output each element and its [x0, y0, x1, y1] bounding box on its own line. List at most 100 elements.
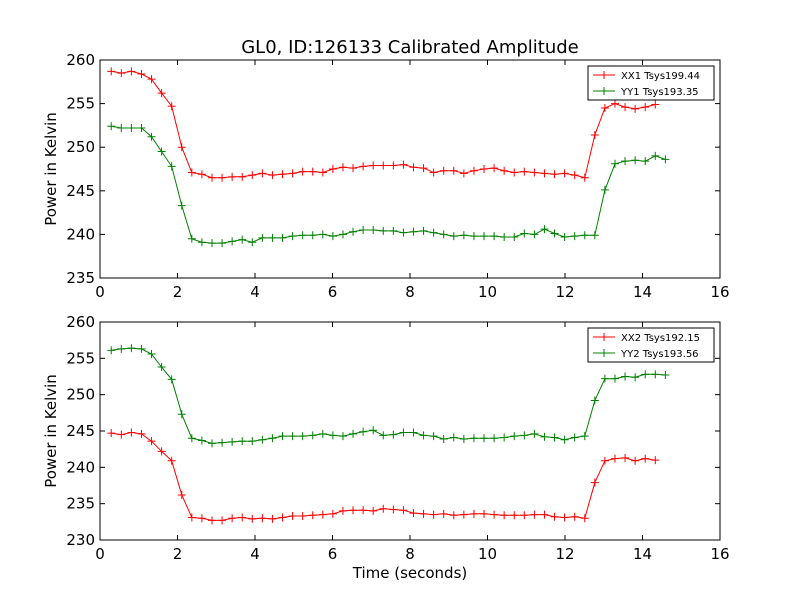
data-point [187, 168, 196, 177]
data-point [308, 511, 317, 520]
data-point [298, 512, 307, 521]
data-point [590, 130, 599, 139]
data-point [510, 432, 519, 441]
data-point [409, 509, 418, 518]
data-point [449, 511, 458, 520]
data-point [258, 169, 267, 178]
data-point [560, 169, 569, 178]
data-point [318, 230, 327, 239]
data-point [651, 100, 660, 109]
data-point [207, 239, 216, 248]
data-point [318, 168, 327, 177]
y-tick-label: 255 [66, 349, 95, 367]
data-point [369, 426, 378, 435]
x-tick-label: 12 [555, 283, 574, 301]
data-point [248, 171, 257, 180]
data-point [399, 160, 408, 169]
y-axis-label: Power in Kelvin [42, 374, 60, 488]
data-point [167, 456, 176, 465]
data-point [480, 509, 489, 518]
data-point [520, 229, 529, 238]
data-point [278, 432, 287, 441]
data-point [469, 509, 478, 518]
data-point [399, 228, 408, 237]
data-point [117, 430, 126, 439]
data-point [570, 232, 579, 241]
legend-entry: YY1 Tsys193.35 [620, 87, 699, 98]
data-point [228, 514, 237, 523]
data-point [651, 456, 660, 465]
data-point [621, 103, 630, 112]
data-point [167, 375, 176, 384]
data-point [248, 514, 257, 523]
data-point [621, 453, 630, 462]
data-point [459, 510, 468, 519]
data-point [429, 510, 438, 519]
data-point [127, 124, 136, 133]
y-tick-label: 240 [66, 225, 95, 243]
data-point [157, 447, 166, 456]
data-point [490, 510, 499, 519]
data-point [147, 132, 156, 141]
data-point [328, 509, 337, 518]
data-point [318, 429, 327, 438]
data-point [228, 437, 237, 446]
data-point [540, 432, 549, 441]
data-point [621, 372, 630, 381]
data-point [540, 225, 549, 234]
data-point [610, 99, 619, 108]
y-tick-label: 250 [66, 386, 95, 404]
data-point [490, 232, 499, 241]
data-point [359, 506, 368, 515]
data-point [530, 230, 539, 239]
data-point [167, 162, 176, 171]
data-point [580, 514, 589, 523]
data-point [349, 429, 358, 438]
data-point [560, 513, 569, 522]
data-point [600, 185, 609, 194]
data-point [490, 434, 499, 443]
data-point [359, 427, 368, 436]
x-tick-label: 8 [405, 545, 415, 563]
legend-marker [600, 333, 608, 341]
y-tick-label: 250 [66, 138, 95, 156]
data-point [147, 75, 156, 84]
legend-marker [600, 349, 608, 357]
legend-marker [600, 71, 608, 79]
series-1 [107, 428, 660, 525]
data-point [288, 169, 297, 178]
data-point [338, 230, 347, 239]
data-point [238, 437, 247, 446]
data-point [590, 396, 599, 405]
legend-entry: YY2 Tsys193.56 [620, 349, 699, 360]
data-point [369, 226, 378, 235]
data-point [530, 429, 539, 438]
data-point [369, 506, 378, 515]
data-point [328, 431, 337, 440]
series-line [111, 125, 666, 244]
data-point [560, 435, 569, 444]
data-point [127, 67, 136, 76]
data-point [419, 431, 428, 440]
data-point [480, 434, 489, 443]
data-point [389, 161, 398, 170]
data-point [298, 432, 307, 441]
y-tick-label: 240 [66, 458, 95, 476]
data-point [379, 161, 388, 170]
data-point [177, 143, 186, 152]
data-point [207, 173, 216, 182]
data-point [157, 89, 166, 98]
data-point [631, 456, 640, 465]
data-point [661, 371, 670, 380]
data-point [459, 169, 468, 178]
legend: XX1 Tsys199.44 YY1 Tsys193.35 [587, 65, 715, 101]
series-1 [107, 67, 660, 182]
data-point [258, 233, 267, 242]
data-point [439, 434, 448, 443]
x-tick-label: 16 [710, 283, 729, 301]
data-point [127, 428, 136, 437]
data-point [500, 166, 509, 175]
data-point [409, 428, 418, 437]
data-point [610, 374, 619, 383]
y-tick-label: 230 [66, 531, 95, 549]
